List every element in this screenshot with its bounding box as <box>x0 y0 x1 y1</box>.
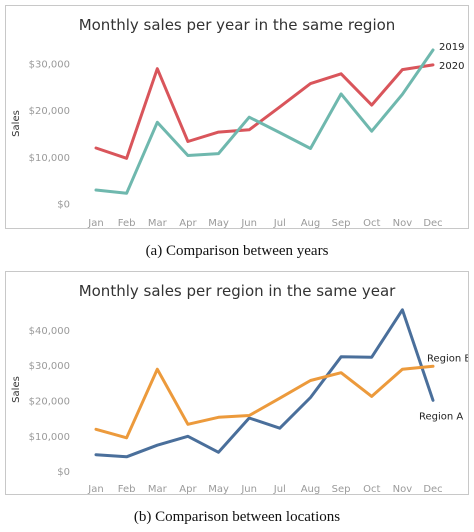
y-tick-label: $30,000 <box>29 361 70 372</box>
x-tick-label: Aug <box>301 484 321 494</box>
y-tick-label: $20,000 <box>29 396 70 407</box>
chart-title-a: Monthly sales per year in the same regio… <box>78 16 396 34</box>
y-tick-label: $10,000 <box>29 432 70 443</box>
y-tick-label: $20,000 <box>29 106 70 117</box>
series-line-region-a <box>94 308 435 459</box>
y-tick-label: $0 <box>57 467 70 478</box>
x-tick-label: Oct <box>363 218 380 228</box>
x-tick-label: Jul <box>273 484 286 494</box>
chart-title-b: Monthly sales per region in the same yea… <box>78 282 396 300</box>
series-label-region-b: Region B <box>427 353 468 364</box>
y-tick-label: $40,000 <box>29 326 70 337</box>
x-tick-label: Jun <box>240 484 257 494</box>
x-tick-label: Feb <box>118 484 136 494</box>
series-label-2019: 2019 <box>439 42 464 53</box>
y-axis-label-1: Sales <box>11 376 22 403</box>
y-tick-label: $0 <box>57 200 70 211</box>
x-tick-label: Jun <box>240 218 257 228</box>
series-line-2019 <box>94 48 435 195</box>
x-tick-label: Sep <box>332 484 351 494</box>
x-tick-label: Mar <box>148 484 168 494</box>
x-tick-label: Nov <box>393 484 413 494</box>
line-chart-b: Sales $0 $10,000 $20,000 $30,000 $40,000 Jan Fe… <box>11 308 468 494</box>
chart-frame-a: Monthly sales per year in the same regio… <box>5 5 469 229</box>
x-tick-label: Apr <box>179 218 197 228</box>
x-tick-label: Apr <box>179 484 197 494</box>
chart-panel-b: Monthly sales per region in the same yea… <box>0 266 474 532</box>
caption-b: (b) Comparison between locations <box>133 509 341 525</box>
x-tick-label: Sep <box>332 218 351 228</box>
chart-frame-b: Monthly sales per region in the same yea… <box>5 271 469 495</box>
x-tick-label: Jan <box>87 218 103 228</box>
x-tick-label: Aug <box>301 218 321 228</box>
chart-panel-a: Monthly sales per year in the same regio… <box>5 5 469 259</box>
y-tick-label: $10,000 <box>29 153 70 164</box>
x-tick-label: May <box>208 218 229 228</box>
x-tick-label: Dec <box>423 218 442 228</box>
series-label-region-a: Region A <box>419 411 463 422</box>
x-tick-label: Mar <box>148 218 168 228</box>
x-tick-label: Oct <box>363 484 380 494</box>
x-tick-label: Nov <box>393 218 413 228</box>
series-line-2020 <box>94 63 435 160</box>
x-tick-label: May <box>208 484 229 494</box>
x-tick-label: Jul <box>273 218 286 228</box>
x-tick-label: Jan <box>87 484 103 494</box>
y-tick-label: $30,000 <box>29 60 70 71</box>
series-label-2020: 2020 <box>439 61 464 72</box>
caption-a: (a) Comparison between years <box>145 243 329 259</box>
line-chart-a: Sales $0 $10,000 $20,000 $30,000 Jan Feb Mar Apr… <box>11 42 464 228</box>
series-line-region-b <box>94 364 435 440</box>
y-axis-label-0: Sales <box>11 110 22 137</box>
x-tick-label: Feb <box>118 218 136 228</box>
x-tick-label: Dec <box>423 484 442 494</box>
